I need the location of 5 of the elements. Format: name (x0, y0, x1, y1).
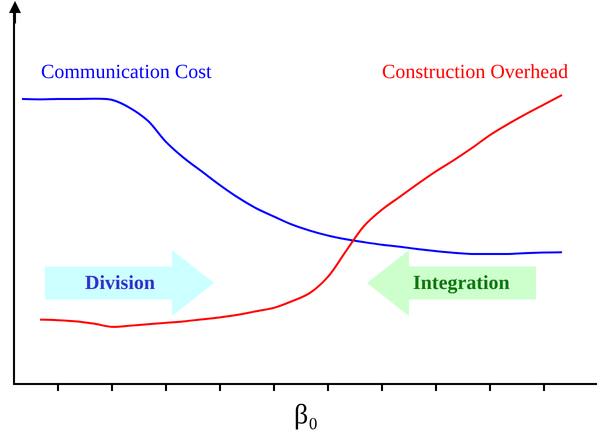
series-label: Construction Overhead (382, 61, 568, 83)
annotation: Division (85, 272, 156, 294)
x-axis-title: β₀ (294, 400, 318, 431)
series-label: Communication Cost (41, 61, 212, 83)
annotation: Integration (413, 272, 510, 294)
